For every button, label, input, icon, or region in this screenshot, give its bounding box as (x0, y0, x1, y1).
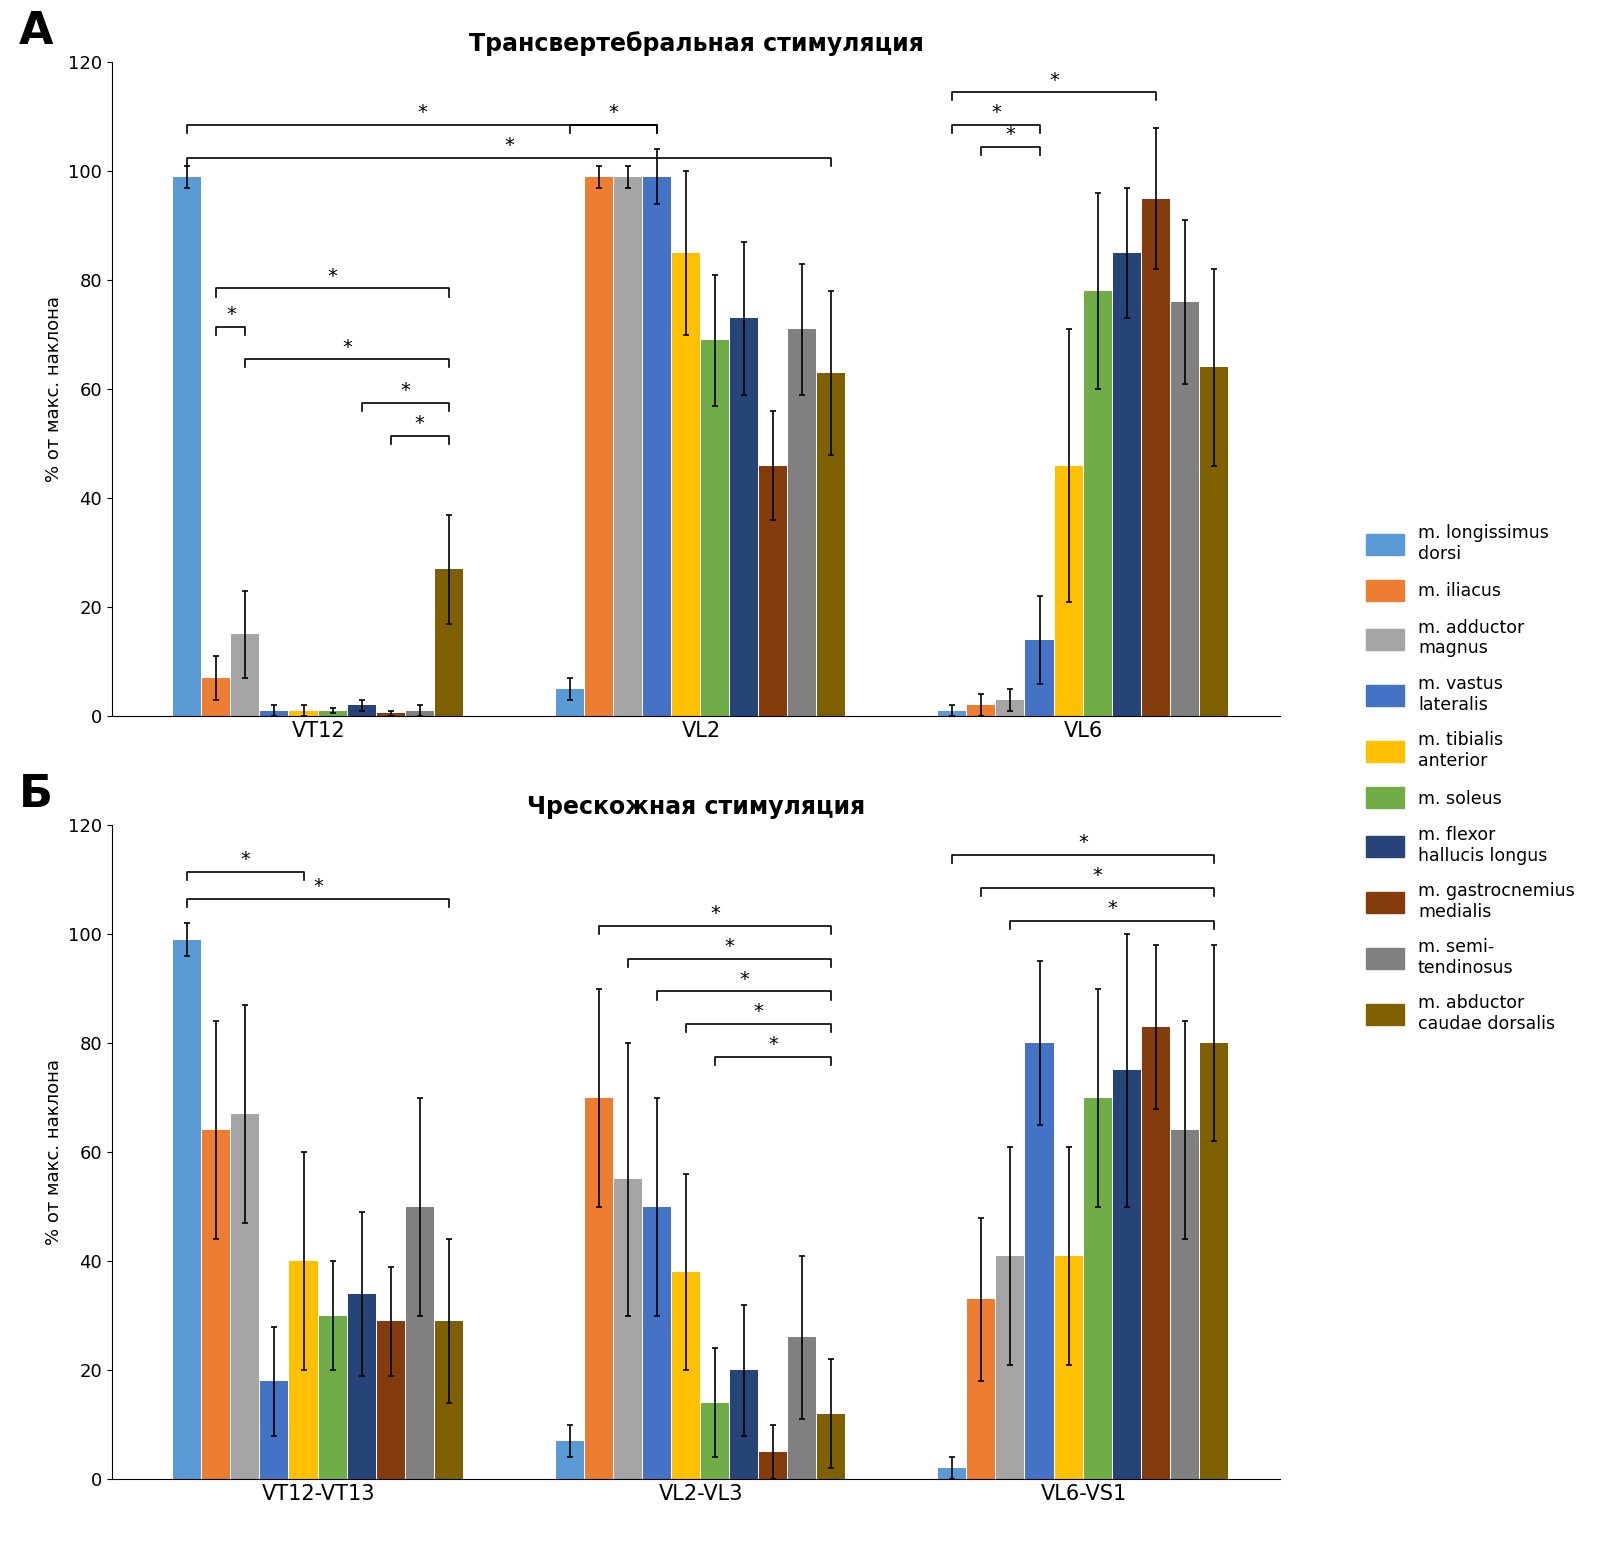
Text: *: * (342, 338, 352, 357)
Text: *: * (226, 305, 235, 324)
Bar (701, 339, 730, 716)
Bar (730, 319, 758, 716)
Text: *: * (1107, 898, 1117, 919)
Title: Трансвертебральная стимуляция: Трансвертебральная стимуляция (469, 31, 923, 56)
Bar (232, 635, 259, 716)
Bar (938, 710, 966, 716)
Bar (347, 1294, 376, 1479)
Text: А: А (19, 9, 53, 53)
Bar (1171, 1130, 1198, 1479)
Bar (701, 1403, 730, 1479)
Bar (376, 713, 405, 716)
Bar (614, 1180, 642, 1479)
Bar (760, 1451, 787, 1479)
Bar (968, 705, 995, 716)
Text: *: * (1078, 833, 1088, 853)
Bar (1200, 1043, 1227, 1479)
Bar (1142, 1028, 1170, 1479)
Bar (1112, 1071, 1141, 1479)
Text: *: * (400, 381, 410, 400)
Text: *: * (414, 414, 424, 433)
Bar (968, 1299, 995, 1479)
Bar (1112, 252, 1141, 716)
Bar (406, 1207, 434, 1479)
Bar (173, 940, 202, 1479)
Bar (789, 330, 816, 716)
Bar (290, 1261, 317, 1479)
Text: *: * (328, 266, 338, 286)
Bar (672, 1272, 701, 1479)
Text: Б: Б (19, 772, 53, 816)
Text: *: * (990, 103, 1002, 121)
Text: *: * (768, 1035, 778, 1054)
Bar (173, 177, 202, 716)
Bar (1083, 1098, 1112, 1479)
Bar (555, 1442, 584, 1479)
Bar (938, 1468, 966, 1479)
Bar (347, 705, 376, 716)
Bar (1171, 302, 1198, 716)
Text: *: * (725, 937, 734, 956)
Text: *: * (608, 103, 618, 121)
Bar (202, 679, 230, 716)
Bar (818, 1414, 845, 1479)
Bar (643, 177, 670, 716)
Bar (376, 1320, 405, 1479)
Text: *: * (1050, 70, 1059, 89)
Bar (318, 1316, 347, 1479)
Legend: m. longissimus
dorsi, m. iliacus, m. adductor
magnus, m. vastus
lateralis, m. ti: m. longissimus dorsi, m. iliacus, m. add… (1357, 515, 1584, 1042)
Bar (789, 1337, 816, 1479)
Bar (586, 1098, 613, 1479)
Bar (643, 1207, 670, 1479)
Bar (997, 701, 1024, 716)
Text: *: * (1093, 866, 1102, 884)
Bar (730, 1370, 758, 1479)
Bar (1083, 291, 1112, 716)
Text: *: * (504, 135, 514, 156)
Bar (290, 710, 317, 716)
Bar (818, 374, 845, 716)
Text: *: * (418, 103, 427, 121)
Bar (997, 1255, 1024, 1479)
Bar (1026, 640, 1053, 716)
Bar (586, 177, 613, 716)
Bar (261, 1381, 288, 1479)
Text: *: * (710, 905, 720, 923)
Bar (760, 466, 787, 716)
Text: *: * (739, 970, 749, 989)
Bar (261, 710, 288, 716)
Bar (1026, 1043, 1053, 1479)
Bar (1142, 199, 1170, 716)
Y-axis label: % от макс. наклона: % от макс. наклона (45, 296, 62, 483)
Text: *: * (754, 1003, 763, 1021)
Bar (318, 710, 347, 716)
Bar (555, 688, 584, 716)
Bar (435, 570, 462, 716)
Text: *: * (1005, 125, 1016, 145)
Y-axis label: % от макс. наклона: % от макс. наклона (45, 1059, 62, 1246)
Bar (614, 177, 642, 716)
Title: Чрескожная стимуляция: Чрескожная стимуляция (526, 796, 866, 819)
Bar (672, 252, 701, 716)
Bar (1054, 1255, 1083, 1479)
Text: *: * (314, 877, 323, 897)
Bar (202, 1130, 230, 1479)
Text: *: * (240, 850, 250, 869)
Bar (435, 1320, 462, 1479)
Bar (1200, 367, 1227, 716)
Bar (1054, 466, 1083, 716)
Bar (406, 710, 434, 716)
Bar (232, 1115, 259, 1479)
